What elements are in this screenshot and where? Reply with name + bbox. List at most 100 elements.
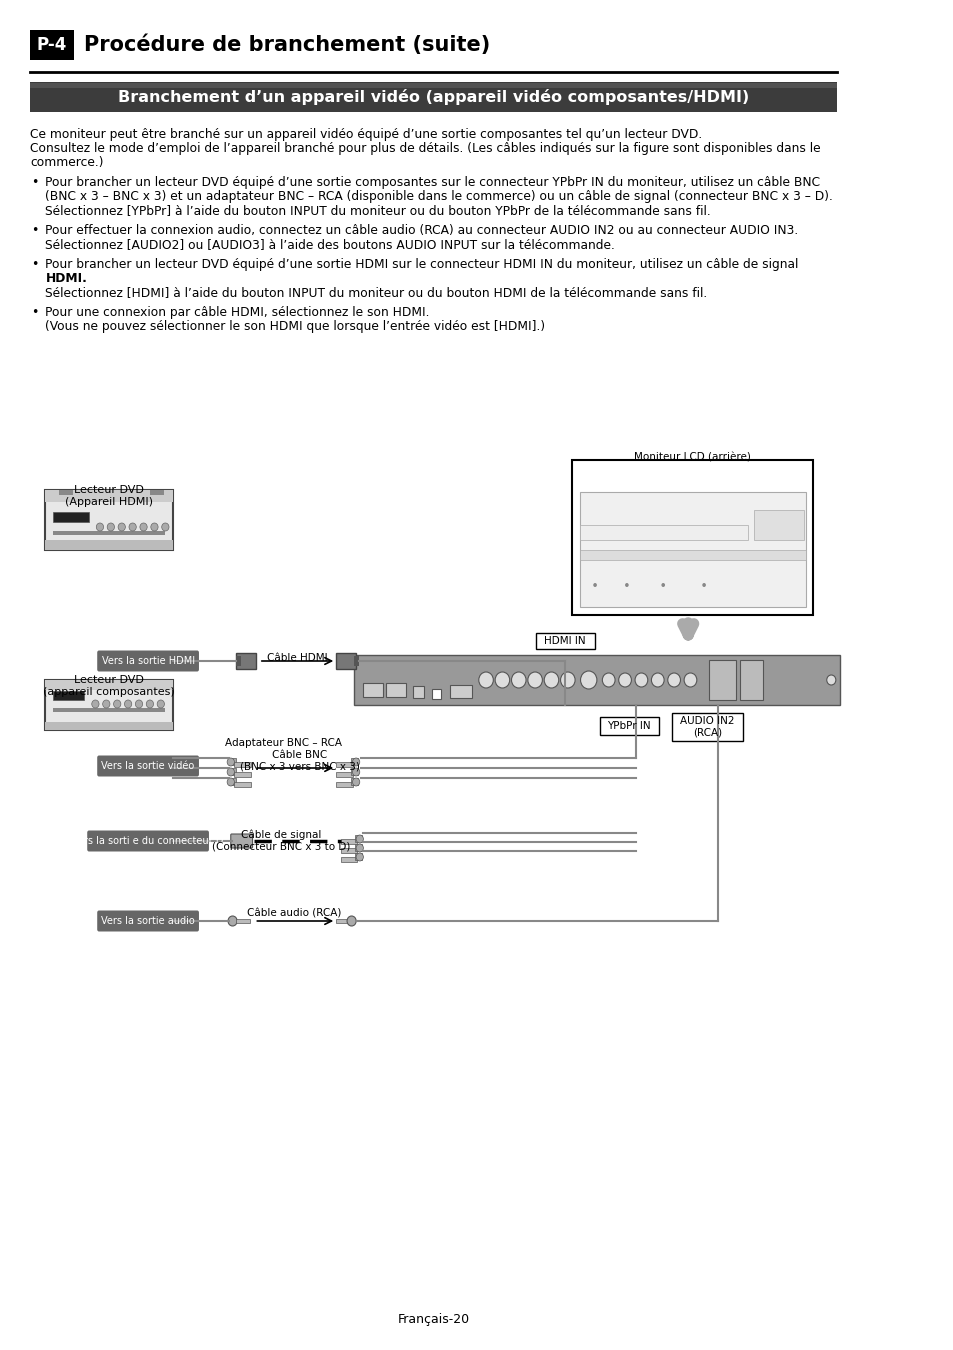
Bar: [30, 30, 73, 59]
Circle shape: [527, 672, 542, 688]
Text: Lecteur DVD
(Appareil HDMI): Lecteur DVD (Appareil HDMI): [65, 485, 152, 506]
Bar: [234, 782, 251, 787]
Circle shape: [118, 522, 125, 531]
Circle shape: [618, 674, 631, 687]
Circle shape: [228, 917, 237, 926]
Bar: [386, 683, 406, 697]
Circle shape: [157, 701, 164, 707]
Circle shape: [103, 701, 110, 707]
FancyBboxPatch shape: [97, 910, 199, 932]
Bar: [431, 688, 440, 699]
Bar: [46, 722, 172, 730]
Circle shape: [146, 701, 153, 707]
Text: Câble audio (RCA): Câble audio (RCA): [247, 909, 341, 919]
Bar: [351, 768, 357, 775]
Circle shape: [124, 701, 132, 707]
Bar: [599, 717, 658, 734]
Text: Vers la sortie vidéo: Vers la sortie vidéo: [101, 761, 194, 771]
Text: Câble de signal
(Connecteur BNC x 3 to D): Câble de signal (Connecteur BNC x 3 to D…: [213, 829, 351, 850]
Bar: [46, 680, 172, 690]
Text: Vers la sorti e du connecteur D: Vers la sorti e du connecteur D: [72, 836, 224, 846]
Bar: [236, 919, 250, 923]
Bar: [413, 686, 424, 698]
Bar: [229, 757, 236, 765]
Bar: [335, 919, 350, 923]
Bar: [52, 512, 89, 522]
Bar: [46, 680, 172, 730]
Text: Câble HDMI: Câble HDMI: [267, 653, 327, 663]
Circle shape: [113, 701, 121, 707]
Bar: [579, 549, 805, 560]
Text: Pour brancher un lecteur DVD équipé d’une sortie composantes sur le connecteur Y: Pour brancher un lecteur DVD équipé d’un…: [46, 176, 820, 189]
Circle shape: [227, 768, 234, 776]
Bar: [30, 82, 836, 88]
Text: Câble BNC
(BNC x 3 vers BNC x 3): Câble BNC (BNC x 3 vers BNC x 3): [239, 751, 359, 772]
Text: Procédure de branchement (suite): Procédure de branchement (suite): [85, 35, 490, 55]
Bar: [150, 490, 163, 495]
Circle shape: [667, 674, 679, 687]
FancyBboxPatch shape: [87, 830, 209, 852]
Bar: [236, 653, 256, 670]
Bar: [52, 531, 165, 535]
Bar: [335, 761, 353, 767]
Circle shape: [543, 672, 558, 688]
Text: Sélectionnez [HDMI] à l’aide du bouton INPUT du moniteur ou du bouton HDMI de la: Sélectionnez [HDMI] à l’aide du bouton I…: [46, 286, 707, 298]
Bar: [229, 768, 236, 775]
Circle shape: [580, 671, 597, 689]
FancyBboxPatch shape: [97, 756, 199, 776]
Bar: [236, 656, 240, 666]
Text: Vers la sortie audio: Vers la sortie audio: [101, 917, 194, 926]
Text: (BNC x 3 – BNC x 3) et un adaptateur BNC – RCA (disponible dans le commerce) ou : (BNC x 3 – BNC x 3) et un adaptateur BNC…: [46, 190, 832, 202]
Text: AUDIO IN2
(RCA): AUDIO IN2 (RCA): [679, 717, 734, 738]
Text: HDMI.: HDMI.: [46, 271, 88, 285]
Text: Pour une connexion par câble HDMI, sélectionnez le son HDMI.: Pour une connexion par câble HDMI, sélec…: [46, 306, 430, 319]
Bar: [340, 848, 356, 853]
Text: Moniteur LCD (arrière): Moniteur LCD (arrière): [634, 452, 750, 462]
Bar: [579, 525, 747, 540]
Text: Pour brancher un lecteur DVD équipé d’une sortie HDMI sur le connecteur HDMI IN : Pour brancher un lecteur DVD équipé d’un…: [46, 258, 798, 271]
Circle shape: [495, 672, 509, 688]
Circle shape: [353, 778, 359, 786]
Circle shape: [135, 701, 143, 707]
Text: •: •: [30, 306, 38, 319]
Circle shape: [511, 672, 525, 688]
Circle shape: [140, 522, 147, 531]
Circle shape: [701, 583, 705, 587]
Bar: [672, 713, 742, 741]
Circle shape: [353, 757, 359, 765]
Text: Consultez le mode d’emploi de l’appareil branché pour plus de détails. (Les câbl: Consultez le mode d’emploi de l’appareil…: [30, 142, 820, 155]
Circle shape: [107, 522, 114, 531]
Circle shape: [355, 844, 363, 852]
Bar: [351, 757, 357, 765]
Bar: [355, 836, 362, 842]
Circle shape: [593, 583, 597, 587]
Bar: [753, 510, 803, 540]
Text: Branchement d’un appareil vidéo (appareil vidéo composantes/HDMI): Branchement d’un appareil vidéo (apparei…: [117, 89, 748, 105]
Text: Pour effectuer la connexion audio, connectez un câble audio (RCA) au connecteur : Pour effectuer la connexion audio, conne…: [46, 224, 798, 238]
Text: P-4: P-4: [36, 36, 67, 54]
Bar: [335, 772, 353, 778]
Bar: [354, 656, 358, 666]
Circle shape: [96, 522, 104, 531]
Bar: [740, 660, 762, 701]
Bar: [46, 490, 172, 502]
Text: Sélectionnez [YPbPr] à l’aide du bouton INPUT du moniteur ou du bouton YPbPr de : Sélectionnez [YPbPr] à l’aide du bouton …: [46, 204, 710, 217]
Bar: [46, 540, 172, 549]
Bar: [536, 633, 595, 649]
Text: Adaptateur BNC – RCA: Adaptateur BNC – RCA: [225, 738, 342, 748]
Text: •: •: [30, 224, 38, 238]
Text: commerce.): commerce.): [30, 157, 103, 169]
Bar: [335, 653, 355, 670]
Bar: [708, 660, 735, 701]
Circle shape: [355, 853, 363, 861]
Text: (Vous ne pouvez sélectionner le son HDMI que lorsque l’entrée vidéo est [HDMI].): (Vous ne pouvez sélectionner le son HDMI…: [46, 320, 545, 333]
Bar: [52, 707, 165, 711]
Text: •: •: [30, 176, 38, 189]
Circle shape: [353, 768, 359, 776]
Bar: [579, 491, 805, 608]
Bar: [234, 772, 251, 778]
Bar: [234, 761, 251, 767]
Text: •: •: [30, 258, 38, 271]
Bar: [572, 460, 812, 616]
Text: Vers la sortie HDMI: Vers la sortie HDMI: [101, 656, 194, 666]
